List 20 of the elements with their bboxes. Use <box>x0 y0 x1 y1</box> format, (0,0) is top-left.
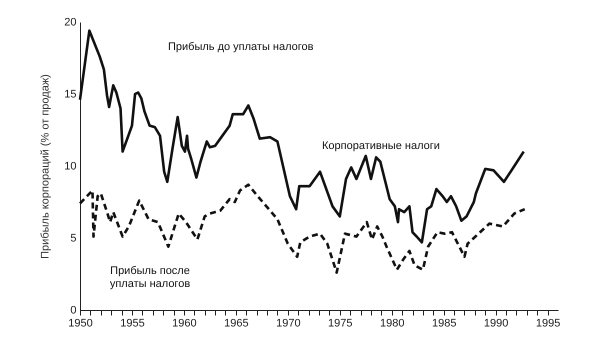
y-axis-title: Прибыль корпораций (% от продаж) <box>39 74 52 259</box>
y-tick-label: 10 <box>64 160 76 172</box>
x-tick-label: 1985 <box>432 318 456 330</box>
y-tick-label: 5 <box>70 232 76 244</box>
x-tick-label: 1975 <box>328 318 353 330</box>
x-tick-label: 1960 <box>172 318 197 330</box>
x-tick-label: 1995 <box>536 318 560 330</box>
y-tick-label: 0 <box>70 304 76 316</box>
y-tick-label: 15 <box>64 88 76 100</box>
x-tick-label: 1955 <box>120 318 145 330</box>
x-tick-label: 1950 <box>68 318 93 330</box>
annotation: Прибыль после уплаты налогов <box>110 265 190 290</box>
y-tick-label: 20 <box>64 16 76 28</box>
line-series <box>78 29 526 244</box>
x-tick-label: 1980 <box>380 318 404 330</box>
annotation: Корпоративные налоги <box>322 140 440 152</box>
x-tick-label: 1970 <box>276 318 301 330</box>
x-tick-label: 1965 <box>224 318 249 330</box>
x-tick-label: 1990 <box>484 318 508 330</box>
annotation: Прибыль до уплаты налогов <box>168 41 314 53</box>
